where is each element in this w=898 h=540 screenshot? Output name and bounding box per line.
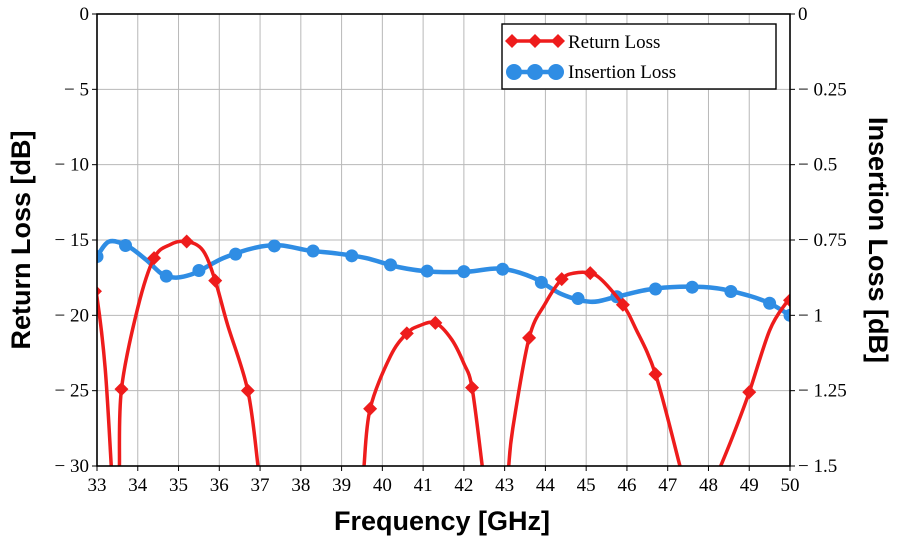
x-tick-label: 50 — [781, 475, 800, 496]
legend-return-loss-swatch — [505, 34, 565, 48]
return-loss-marker — [208, 273, 223, 288]
insertion-loss-marker — [159, 269, 173, 283]
x-tick-label: 49 — [740, 475, 759, 496]
y-left-tick-label: 0 — [80, 4, 90, 25]
x-tick-label: 41 — [414, 475, 433, 496]
y-left-tick-label: − 10 — [55, 155, 89, 176]
return-loss-marker — [114, 382, 129, 397]
x-tick-label: 47 — [658, 475, 677, 496]
insertion-loss-marker — [97, 250, 104, 264]
return-loss-marker — [399, 326, 414, 341]
insertion-loss-marker — [345, 249, 359, 263]
return-loss-marker — [147, 251, 162, 266]
x-tick-label: 35 — [169, 475, 188, 496]
legend-insertion-loss-swatch — [506, 64, 564, 80]
insertion-loss-marker — [783, 308, 790, 322]
x-tick-label: 36 — [210, 475, 229, 496]
return-loss-marker — [648, 367, 663, 382]
y-right-tick-label: − 0.25 — [798, 79, 847, 100]
legend-insertion-loss-marker — [548, 64, 564, 80]
legend: Return Loss Insertion Loss — [501, 23, 777, 90]
y-left-axis-ticks: 0 − 5 − 10 − 15 − 20 − 25 − 30 — [55, 4, 97, 477]
x-axis-title: Frequency [GHz] — [334, 506, 550, 536]
x-tick-label: 39 — [332, 475, 351, 496]
return-loss-marker — [615, 297, 630, 312]
return-loss-marker — [363, 401, 378, 416]
legend-insertion-loss-marker — [527, 64, 543, 80]
return-loss-marker — [783, 293, 790, 308]
return-loss-marker — [554, 272, 569, 287]
return-loss-marker — [240, 383, 255, 398]
x-axis-ticks: 33 34 35 36 37 38 39 40 41 42 43 44 45 46 47 48 49 50 — [88, 466, 800, 496]
y-right-axis-ticks: 0 − 0.25 − 0.5 − 0.75 − 1 − 1.25 − 1.5 — [790, 4, 847, 477]
y-right-tick-label: − 0.75 — [798, 230, 847, 251]
x-tick-label: 34 — [128, 475, 148, 496]
insertion-loss-marker — [192, 264, 206, 278]
return-loss-marker — [179, 234, 194, 249]
insertion-loss-marker — [534, 275, 548, 289]
series-layer — [97, 234, 790, 466]
legend-box — [501, 23, 777, 90]
legend-return-loss-marker — [505, 34, 519, 48]
y-right-tick-label: 0 — [798, 4, 808, 25]
x-tick-label: 43 — [495, 475, 514, 496]
x-tick-label: 38 — [291, 475, 310, 496]
insertion-loss-marker — [648, 282, 662, 296]
x-tick-label: 45 — [577, 475, 596, 496]
return-loss-marker — [583, 266, 598, 281]
legend-return-loss-label: Return Loss — [568, 32, 660, 53]
return-loss-marker — [428, 315, 443, 330]
y-right-tick-label: − 0.5 — [798, 155, 837, 176]
insertion-loss-line — [97, 238, 790, 318]
y-left-tick-label: − 30 — [55, 456, 89, 477]
return-loss-marker — [97, 286, 102, 297]
legend-insertion-loss-marker — [506, 64, 522, 80]
y-left-tick-label: − 15 — [55, 230, 89, 251]
x-tick-label: 42 — [454, 475, 473, 496]
return-loss-marker — [742, 385, 757, 400]
x-tick-label: 37 — [251, 475, 270, 496]
return-loss-marker — [522, 330, 537, 345]
insertion-loss-marker — [420, 264, 434, 278]
legend-insertion-loss-label: Insertion Loss — [568, 62, 676, 83]
insertion-loss-marker — [457, 265, 471, 279]
y-left-tick-label: − 5 — [64, 79, 89, 100]
plot-area — [97, 234, 790, 466]
insertion-loss-marker — [267, 239, 281, 253]
insertion-loss-marker — [229, 247, 243, 261]
insertion-loss-marker — [119, 239, 133, 253]
return-loss-line — [97, 288, 114, 466]
legend-return-loss-marker — [551, 34, 565, 48]
y-left-axis-title: Return Loss [dB] — [6, 131, 36, 350]
x-tick-label: 48 — [699, 475, 718, 496]
return-loss-line — [506, 270, 682, 466]
insertion-loss-marker — [496, 262, 510, 276]
y-right-tick-label: − 1.25 — [798, 381, 847, 402]
x-tick-label: 44 — [536, 475, 556, 496]
insertion-loss-marker — [685, 280, 699, 294]
insertion-loss-marker — [384, 258, 398, 272]
insertion-loss-marker — [571, 292, 585, 306]
return-loss-marker — [465, 380, 480, 395]
x-tick-label: 46 — [617, 475, 636, 496]
y-right-tick-label: − 1.5 — [798, 456, 837, 477]
insertion-loss-marker — [763, 296, 777, 310]
insertion-loss-marker — [724, 285, 738, 299]
y-right-tick-label: − 1 — [798, 305, 823, 326]
return-loss-line — [719, 298, 790, 466]
legend-return-loss-marker — [528, 34, 542, 48]
x-tick-label: 40 — [373, 475, 392, 496]
x-tick-label: 33 — [88, 475, 107, 496]
y-left-tick-label: − 25 — [55, 381, 89, 402]
insertion-loss-marker — [306, 244, 320, 258]
y-right-axis-title: Insertion Loss [dB] — [863, 117, 893, 363]
y-left-tick-label: − 20 — [55, 305, 89, 326]
return-loss-line — [362, 320, 484, 466]
